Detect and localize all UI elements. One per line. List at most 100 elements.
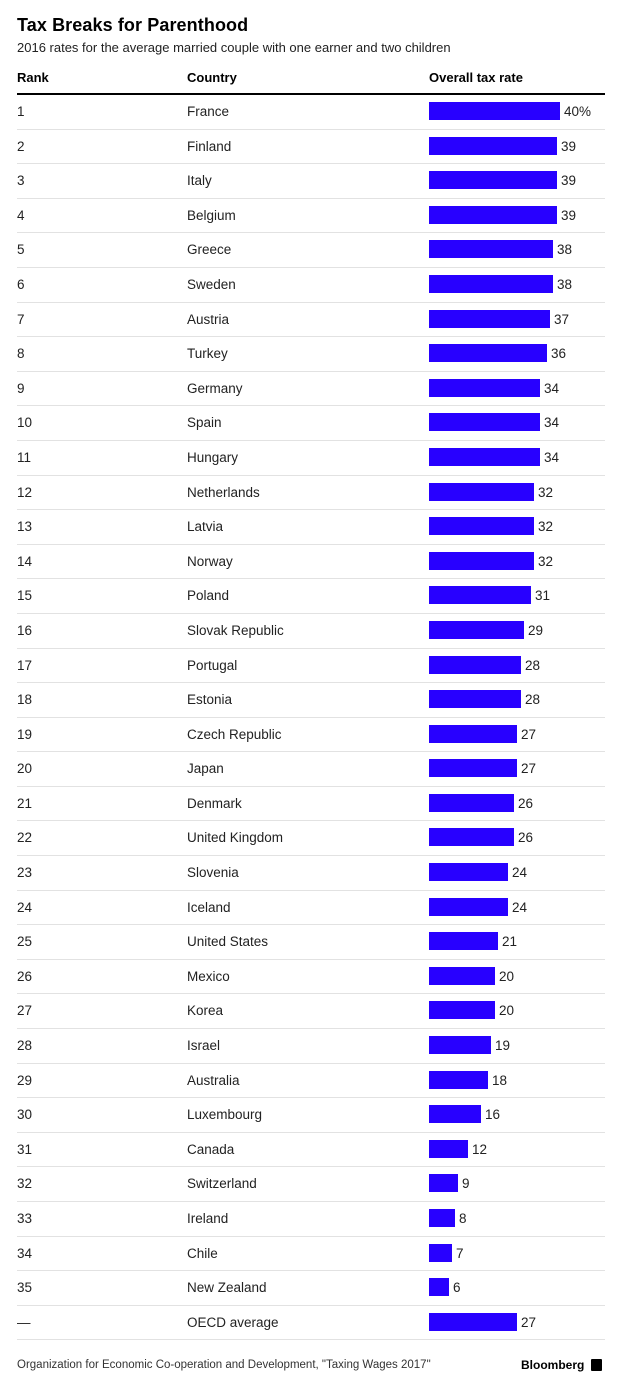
table-row: 19 Czech Republic 27 [17, 718, 605, 753]
country-cell: Slovenia [187, 865, 239, 881]
chart-title: Tax Breaks for Parenthood [17, 15, 249, 35]
rank-cell: 22 [17, 830, 33, 846]
country-cell: Estonia [187, 692, 233, 708]
table-row: 17 Portugal 28 [17, 649, 605, 684]
tax-rate-bar [429, 551, 534, 570]
tax-rate-bar [429, 136, 557, 155]
rank-cell: 25 [17, 934, 33, 950]
tax-rate-value: 29 [528, 622, 544, 638]
table-row: 24 Iceland 24 [17, 891, 605, 926]
tax-rate-value: 26 [518, 830, 534, 846]
tax-rate-bar [429, 171, 557, 190]
tax-rate-value: 12 [472, 1141, 488, 1157]
tax-rate-value: 19 [495, 1038, 511, 1054]
table-row: 28 Israel 19 [17, 1029, 605, 1064]
country-cell: OECD average [187, 1314, 279, 1330]
tax-rate-bar [429, 655, 521, 674]
tax-rate-value: 20 [499, 1003, 515, 1019]
country-cell: Italy [187, 173, 212, 189]
rank-cell: 27 [17, 1003, 33, 1019]
bloomberg-logo: Bloomberg [521, 1358, 585, 1372]
tax-rate-bar [429, 1001, 495, 1020]
tax-rate-value: 38 [557, 276, 573, 292]
rank-cell: 35 [17, 1280, 33, 1296]
tax-rate-bar [429, 620, 524, 639]
rank-cell: 2 [17, 138, 25, 154]
tax-rate-bar [429, 1312, 517, 1331]
country-cell: Netherlands [187, 484, 260, 500]
table-row: 22 United Kingdom 26 [17, 821, 605, 857]
tax-rate-bar [429, 793, 514, 812]
tax-rate-bar [429, 205, 557, 224]
tax-rate-value: 28 [525, 692, 541, 708]
table-header: Rank Country Overall tax rate [0, 64, 620, 94]
tax-rate-value: 6 [453, 1280, 461, 1296]
tax-rate-value: 18 [492, 1072, 508, 1088]
table-row: 3 Italy 39 [17, 164, 605, 199]
table-row: 7 Austria 37 [17, 303, 605, 338]
rank-cell: 28 [17, 1038, 33, 1054]
country-cell: Poland [187, 588, 230, 604]
tax-rate-value: 38 [557, 242, 573, 258]
rank-cell: 23 [17, 865, 33, 881]
country-cell: Hungary [187, 449, 239, 465]
country-cell: Japan [187, 761, 224, 777]
table-row: 2 Finland 39 [17, 130, 605, 165]
rank-cell: 1 [17, 104, 25, 119]
table-row: 30 Luxembourg 16 [17, 1098, 605, 1133]
table-row: 21 Denmark 26 [17, 787, 605, 822]
tax-rate-value: 27 [521, 761, 537, 777]
tax-rate-bar [429, 102, 560, 120]
table-row: 15 Poland 31 [17, 579, 605, 614]
tax-rate-bar [429, 482, 534, 501]
tax-rate-bar [429, 309, 550, 328]
table-row: 10 Spain 34 [17, 406, 605, 441]
tax-rate-value: 7 [456, 1245, 464, 1261]
table-row: 32 Switzerland 9 [17, 1167, 605, 1202]
rank-cell: 7 [17, 311, 25, 327]
rank-cell: 16 [17, 622, 33, 638]
rank-cell: 6 [17, 276, 25, 292]
table-row: — OECD average 27 [17, 1306, 605, 1341]
tax-rate-bar [429, 274, 553, 293]
tax-rate-value: 37 [554, 311, 570, 327]
header-divider [17, 93, 605, 95]
country-cell: Portugal [187, 657, 238, 673]
rank-cell: 19 [17, 726, 33, 742]
rank-cell: 10 [17, 415, 33, 431]
country-cell: Greece [187, 242, 232, 258]
tax-rate-bar [429, 447, 540, 466]
rank-cell: 26 [17, 968, 33, 984]
table-row: 12 Netherlands 32 [17, 476, 605, 511]
tax-rate-bar [429, 863, 508, 882]
tax-rate-bar [429, 1243, 452, 1262]
tax-rate-value: 32 [538, 484, 554, 500]
tax-rate-value: 34 [544, 380, 560, 396]
table-row: 11 Hungary 34 [17, 441, 605, 476]
tax-rate-bar [429, 1105, 481, 1124]
table-row: 27 Korea 20 [17, 994, 605, 1030]
table-row: 29 Australia 18 [17, 1064, 605, 1099]
tax-rate-bar [429, 586, 531, 605]
tax-rate-value: 40% [564, 104, 592, 119]
tax-rate-value: 24 [512, 865, 528, 881]
tax-rate-bar [429, 828, 514, 847]
rank-cell: 3 [17, 173, 25, 189]
tax-rate-bar [429, 1139, 468, 1158]
tax-rate-value: 8 [459, 1211, 467, 1226]
rank-cell: 32 [17, 1176, 33, 1192]
tax-rate-bar [429, 932, 498, 951]
rank-cell: 14 [17, 553, 33, 569]
table-row: 8 Turkey 36 [17, 337, 605, 372]
table-row: 4 Belgium 39 [17, 199, 605, 234]
rank-cell: 13 [17, 519, 33, 535]
country-cell: Korea [187, 1003, 224, 1019]
tax-rate-value: 32 [538, 553, 554, 569]
bloomberg-logo-icon [591, 1359, 602, 1371]
country-cell: Luxembourg [187, 1107, 263, 1123]
rank-cell: 33 [17, 1211, 33, 1226]
table-row: 20 Japan 27 [17, 752, 605, 787]
country-cell: Slovak Republic [187, 622, 284, 638]
table-row: 34 Chile 7 [17, 1237, 605, 1272]
tax-rate-value: 24 [512, 899, 528, 915]
